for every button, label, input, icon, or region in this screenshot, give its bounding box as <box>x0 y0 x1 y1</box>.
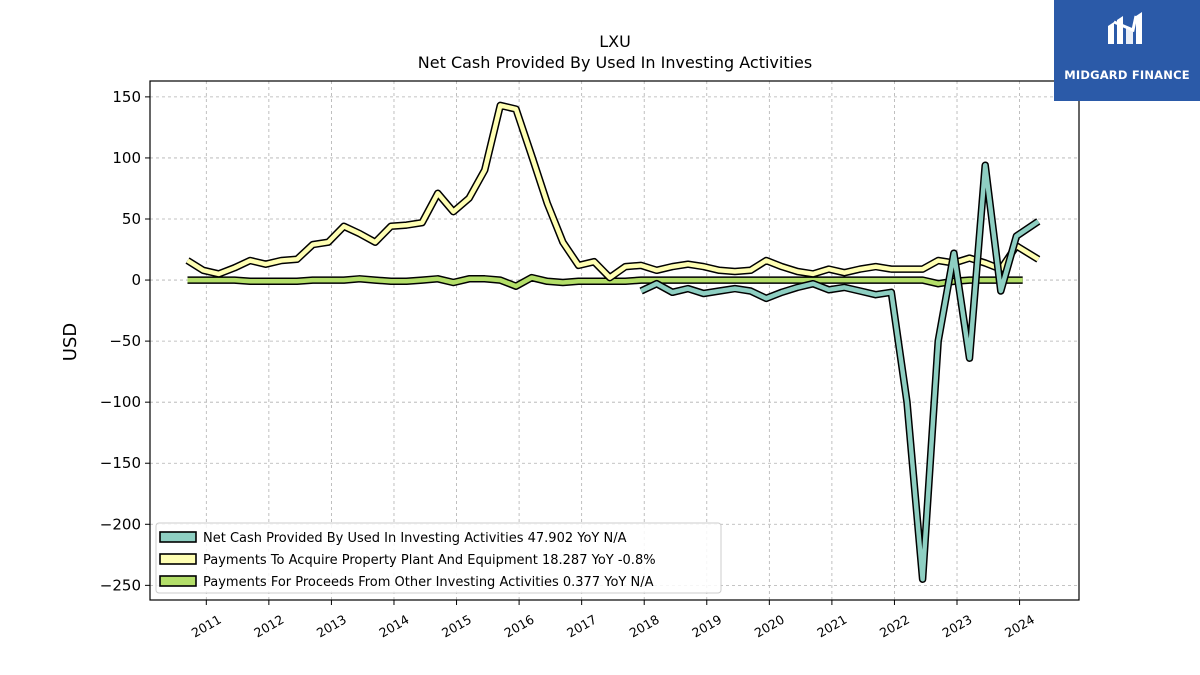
legend-label: Payments To Acquire Property Plant And E… <box>203 553 656 568</box>
x-tick-label: 2020 <box>752 612 787 641</box>
chart-title: LXU <box>599 32 631 51</box>
x-tick-label: 2021 <box>814 612 849 641</box>
series-group <box>185 101 1041 583</box>
x-tick-label: 2023 <box>939 612 974 641</box>
x-tick-label: 2011 <box>189 612 224 641</box>
x-tick-label: 2022 <box>877 612 912 641</box>
legend-swatch <box>159 531 197 543</box>
series-line-payments-for-proceeds-from-other-investing-activities <box>187 275 1023 289</box>
y-tick-label: 0 <box>131 271 141 289</box>
x-tick-label: 2018 <box>627 612 662 641</box>
midgard-m-logo-icon <box>1108 12 1142 44</box>
y-tick-label: −100 <box>100 393 141 411</box>
legend-label: Net Cash Provided By Used In Investing A… <box>203 531 627 546</box>
series-line-payments-to-acquire-property-plant-and-equipment <box>186 103 1040 280</box>
x-tick-label: 2015 <box>439 612 474 641</box>
y-tick-label: −50 <box>109 332 141 350</box>
legend-box <box>155 522 722 594</box>
plot-frame <box>149 80 1080 601</box>
brand-logo: MIDGARD FINANCE <box>1054 0 1200 101</box>
x-tick-label: 2017 <box>564 612 599 641</box>
x-tick-label: 2013 <box>314 612 349 641</box>
x-tick-label: 2016 <box>502 612 537 641</box>
series-outline-payments-to-acquire-property-plant-and-equipment <box>185 101 1041 282</box>
legend-label: Payments For Proceeds From Other Investi… <box>203 575 654 590</box>
x-tick-label: 2012 <box>251 612 286 641</box>
y-tick-label: −250 <box>100 576 141 594</box>
x-axis-ticks: 2011 2012 2013 2014 2015 2016 2017 2018 2019 2020… <box>189 600 1037 641</box>
brand-name: MIDGARD FINANCE <box>1064 68 1190 82</box>
y-tick-label: −150 <box>100 454 141 472</box>
y-axis-ticks: 150 100 50 0 −50 −100 −150 −200 −250 <box>100 88 150 594</box>
x-tick-label: 2014 <box>376 612 411 641</box>
y-tick-label: −200 <box>100 515 141 533</box>
y-tick-label: 50 <box>122 210 141 228</box>
legend: Net Cash Provided By Used In Investing A… <box>155 522 722 594</box>
legend-swatch <box>159 575 197 587</box>
x-tick-label: 2024 <box>1002 612 1037 641</box>
legend-swatch <box>159 553 197 565</box>
y-tick-label: 150 <box>112 88 141 106</box>
x-tick-label: 2019 <box>689 612 724 641</box>
chart-subtitle: Net Cash Provided By Used In Investing A… <box>418 53 812 72</box>
series-line-net-cash-provided-by-used-in-investing-activities <box>640 163 1040 582</box>
y-axis-label: USD <box>60 323 81 361</box>
y-tick-label: 100 <box>112 149 141 167</box>
